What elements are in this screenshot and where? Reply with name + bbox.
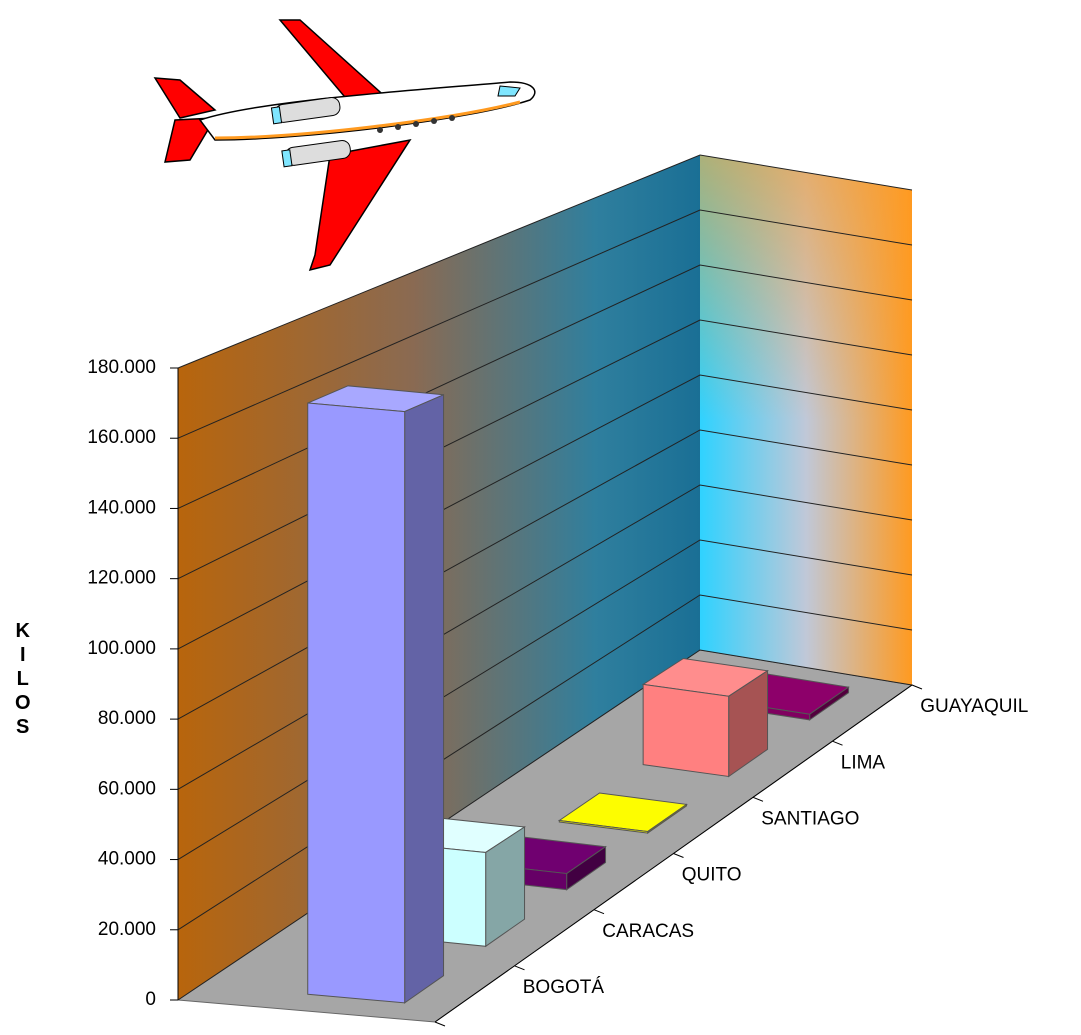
x-tick-label: BOGOTÁ — [523, 977, 605, 998]
y-tick-label: 80.000 — [98, 708, 156, 729]
x-tick-label: LIMA — [841, 752, 886, 773]
bar-front — [642, 683, 730, 778]
y-tick-label: 0 — [145, 989, 156, 1010]
x-tick-mark — [434, 1021, 446, 1027]
y-tick-label: 40.000 — [98, 849, 156, 870]
x-tick-mark — [911, 684, 923, 690]
x-tick-label: GUAYAQUIL — [920, 696, 1028, 717]
bar-side — [404, 394, 445, 1004]
y-tick-label: 140.000 — [87, 497, 156, 518]
side-wall-shade — [700, 155, 912, 685]
grid-line — [177, 154, 913, 369]
bar — [641, 657, 769, 778]
y-tick-label: 100.000 — [87, 638, 156, 659]
grid-line — [177, 209, 913, 439]
airplane-illustration — [153, 19, 536, 272]
bars — [307, 385, 850, 1004]
chart-walls — [176, 155, 914, 1023]
axes: 0 20.000 40.000 60.000 80.000 100.000 120.000 1… — [87, 357, 1028, 1027]
bar — [557, 792, 688, 835]
y-axis-label: KILOS — [12, 620, 34, 740]
y-tick-label: 180.000 — [87, 357, 156, 378]
x-tick-mark — [832, 740, 843, 746]
bar — [307, 385, 445, 1004]
x-tick-label: CARACAS — [602, 921, 694, 942]
y-tick-label: 60.000 — [98, 778, 156, 799]
x-tick-mark — [593, 909, 605, 915]
x-tick-label: SANTIAGO — [761, 808, 859, 829]
x-tick-mark — [514, 965, 525, 971]
bar-front — [558, 819, 649, 834]
bar-front — [307, 402, 406, 1004]
x-tick-mark — [752, 796, 764, 802]
x-tick-label: QUITO — [682, 865, 742, 886]
y-tick-label: 20.000 — [98, 919, 156, 940]
y-tick-label: 160.000 — [87, 427, 156, 448]
y-tick-label: 120.000 — [87, 568, 156, 589]
x-tick-mark — [673, 853, 684, 858]
